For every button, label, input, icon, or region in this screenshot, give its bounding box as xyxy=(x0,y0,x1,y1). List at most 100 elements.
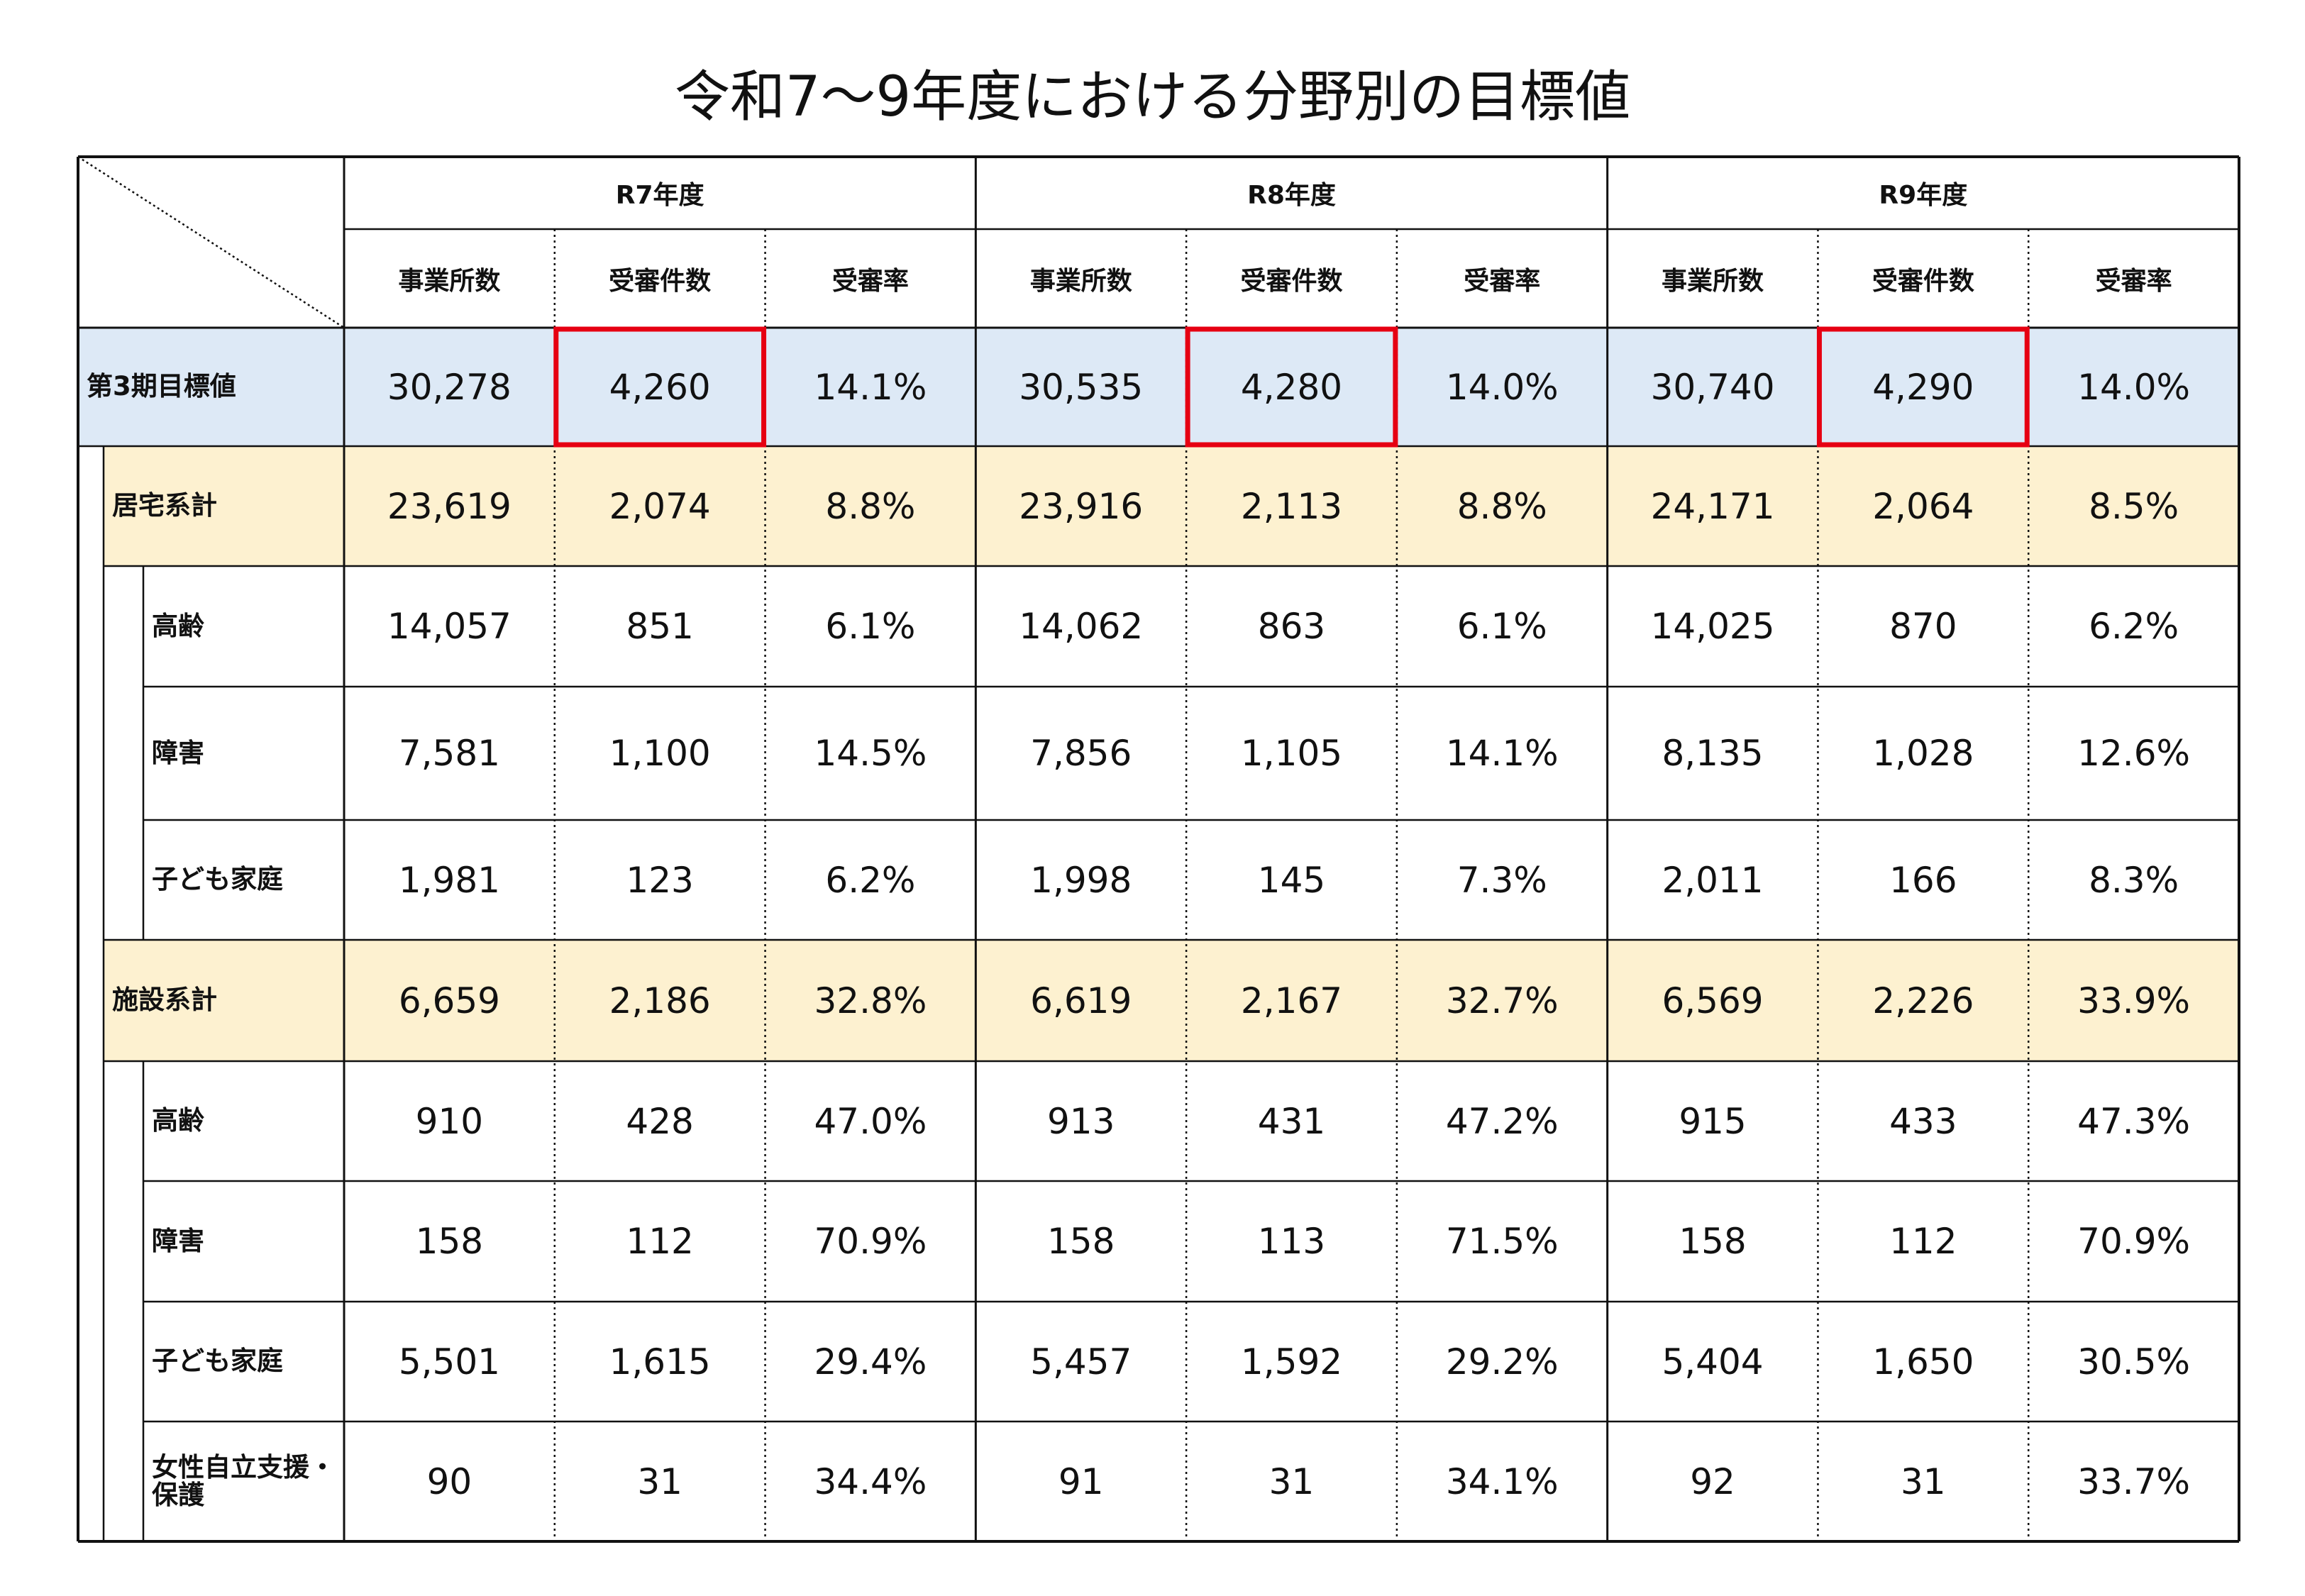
cell-value: 2,113 xyxy=(1240,485,1343,527)
cell-value: 1,615 xyxy=(609,1341,711,1382)
cell-value: 29.2% xyxy=(1445,1341,1559,1382)
cell-value: 34.1% xyxy=(1445,1461,1559,1502)
column-header: 事業所数 xyxy=(398,266,501,296)
highlight-box xyxy=(1185,326,1398,448)
highlight-box xyxy=(1816,326,2030,448)
cell-value: 31 xyxy=(637,1461,682,1502)
cell-value: 8.8% xyxy=(1456,485,1547,527)
cell-value: 24,171 xyxy=(1650,485,1775,527)
cell-value: 30,278 xyxy=(387,366,512,408)
cell-value: 32.8% xyxy=(814,980,927,1021)
year-header: R7年度 xyxy=(615,181,704,210)
cell-value: 6.2% xyxy=(2089,606,2179,647)
cell-value: 851 xyxy=(626,606,694,647)
cell-value: 14.5% xyxy=(814,733,927,774)
year-header: R9年度 xyxy=(1879,181,1968,210)
cell-value: 2,226 xyxy=(1872,980,1974,1021)
cell-value: 6.2% xyxy=(825,859,916,901)
cell-value: 6,569 xyxy=(1662,980,1764,1021)
row-label: 障害 xyxy=(152,1225,204,1256)
cell-value: 913 xyxy=(1046,1100,1115,1142)
cell-value: 1,028 xyxy=(1872,733,1974,774)
cell-value: 30.5% xyxy=(2077,1341,2191,1382)
cell-value: 14.0% xyxy=(2077,366,2191,408)
cell-value: 158 xyxy=(415,1221,484,1262)
cell-value: 7,856 xyxy=(1030,733,1132,774)
cell-value: 2,074 xyxy=(609,485,711,527)
cell-value: 31 xyxy=(1901,1461,1946,1502)
cell-value: 14.1% xyxy=(1445,733,1559,774)
cell-value: 14,057 xyxy=(387,606,512,647)
cell-value: 113 xyxy=(1257,1221,1326,1262)
cell-value: 92 xyxy=(1690,1461,1735,1502)
cell-value: 8.5% xyxy=(2089,485,2179,527)
cell-value: 1,981 xyxy=(398,859,500,901)
cell-value: 47.0% xyxy=(814,1100,927,1142)
cell-value: 112 xyxy=(1889,1221,1957,1262)
cell-value: 123 xyxy=(626,859,694,901)
cell-value: 1,592 xyxy=(1240,1341,1343,1382)
cell-value: 8,135 xyxy=(1662,733,1764,774)
year-header: R8年度 xyxy=(1247,181,1336,210)
cell-value: 428 xyxy=(626,1100,694,1142)
cell-value: 915 xyxy=(1679,1100,1747,1142)
column-header: 受審件数 xyxy=(1872,266,1974,296)
column-header: 受審件数 xyxy=(609,266,712,296)
cell-value: 5,501 xyxy=(398,1341,500,1382)
cell-value: 47.3% xyxy=(2077,1100,2191,1142)
cell-value: 6.1% xyxy=(825,606,916,647)
cell-value: 31 xyxy=(1268,1461,1315,1502)
row-label: 子ども家庭 xyxy=(152,864,283,895)
cell-value: 33.7% xyxy=(2077,1461,2191,1502)
cell-value: 71.5% xyxy=(1445,1221,1559,1262)
cell-value: 433 xyxy=(1889,1100,1957,1142)
cell-value: 14.0% xyxy=(1445,366,1559,408)
cell-value: 431 xyxy=(1257,1100,1326,1142)
cell-value: 47.2% xyxy=(1445,1100,1559,1142)
cell-value: 870 xyxy=(1889,606,1957,647)
cell-value: 30,740 xyxy=(1650,366,1775,408)
cell-value: 29.4% xyxy=(814,1341,927,1382)
cell-value: 863 xyxy=(1257,606,1326,647)
cell-value: 70.9% xyxy=(814,1221,927,1262)
cell-value: 5,457 xyxy=(1030,1341,1132,1382)
cell-value: 23,619 xyxy=(387,485,512,527)
column-header: 受審件数 xyxy=(1240,266,1343,296)
cell-value: 6,659 xyxy=(398,980,500,1021)
cell-value: 2,011 xyxy=(1662,859,1764,901)
cell-value: 166 xyxy=(1889,859,1957,901)
cell-value: 14,062 xyxy=(1019,606,1144,647)
cell-value: 112 xyxy=(626,1221,694,1262)
cell-value: 7,581 xyxy=(398,733,500,774)
cell-value: 5,404 xyxy=(1662,1341,1764,1382)
cell-value: 12.6% xyxy=(2077,733,2191,774)
highlight-box xyxy=(553,326,767,448)
row-label: 高齢 xyxy=(152,610,204,641)
cell-value: 23,916 xyxy=(1019,485,1144,527)
cell-value: 34.4% xyxy=(814,1461,927,1502)
cell-value: 2,064 xyxy=(1872,485,1974,527)
cell-value: 6,619 xyxy=(1030,980,1132,1021)
cell-value: 1,998 xyxy=(1030,859,1132,901)
cell-value: 4,280 xyxy=(1240,366,1343,408)
cell-value: 4,290 xyxy=(1872,366,1974,408)
table-line xyxy=(77,155,345,329)
cell-value: 14.1% xyxy=(814,366,927,408)
cell-value: 14,025 xyxy=(1650,606,1775,647)
row-label: 施設系計 xyxy=(112,985,217,1016)
cell-value: 2,186 xyxy=(609,980,711,1021)
target-row-bg xyxy=(78,328,2239,446)
cell-value: 8.3% xyxy=(2089,859,2179,901)
row-label: 第3期目標値 xyxy=(87,371,236,402)
title: 令和7～9年度における分野別の目標値 xyxy=(674,65,1631,129)
cell-value: 7.3% xyxy=(1456,859,1547,901)
column-header: 事業所数 xyxy=(1029,266,1132,296)
cell-value: 70.9% xyxy=(2077,1221,2191,1262)
cell-value: 8.8% xyxy=(825,485,916,527)
subtotal-row-bg xyxy=(104,446,2239,566)
cell-value: 1,650 xyxy=(1872,1341,1974,1382)
row-label: 子ども家庭 xyxy=(152,1346,283,1377)
column-header: 受審率 xyxy=(831,266,909,296)
column-header: 受審率 xyxy=(2095,266,2172,296)
